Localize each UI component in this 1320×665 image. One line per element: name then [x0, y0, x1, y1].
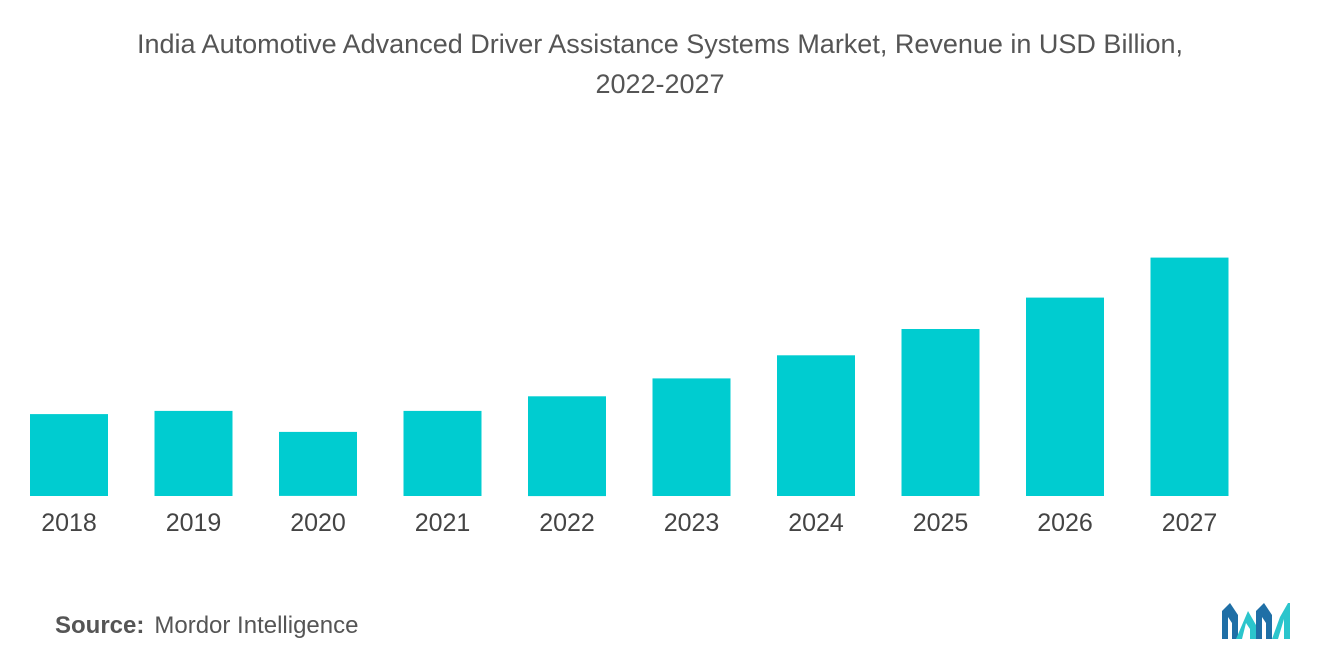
source-note: Source: Mordor Intelligence: [55, 612, 358, 640]
x-tick-label-2018: 2018: [41, 509, 97, 537]
bar-2019: [154, 410, 233, 496]
chart-title: India Automotive Advanced Driver Assista…: [0, 24, 1320, 104]
chart-title-line-1: India Automotive Advanced Driver Assista…: [137, 29, 1183, 59]
bar-2022: [528, 396, 606, 497]
x-tick-label-2024: 2024: [788, 509, 844, 537]
x-tick-label-2021: 2021: [415, 509, 471, 537]
bar-2025: [901, 329, 980, 496]
logo-shape-4: [1272, 603, 1290, 639]
bar-2023: [652, 378, 731, 496]
logo-shape-3: [1256, 603, 1272, 639]
x-tick-label-2020: 2020: [290, 509, 346, 537]
source-label: Source:: [55, 612, 145, 639]
x-tick-label-2022: 2022: [539, 509, 595, 537]
bar-2026: [1026, 297, 1104, 496]
bar-2024: [777, 355, 855, 496]
bar-2018: [30, 414, 108, 496]
chart-title-line-2: 2022-2027: [595, 69, 725, 99]
x-tick-label-2027: 2027: [1162, 509, 1218, 537]
bar-2027: [1150, 257, 1229, 496]
bar-2021: [403, 410, 482, 496]
x-tick-label-2019: 2019: [166, 509, 222, 537]
x-tick-label-2026: 2026: [1037, 509, 1093, 537]
x-tick-label-2025: 2025: [913, 509, 969, 537]
logo-shape-1: [1222, 603, 1238, 639]
logo-shape-2: [1236, 611, 1256, 639]
bars-layer: [30, 257, 1229, 497]
mordor-intelligence-logo-icon: [1222, 603, 1290, 639]
source-value: Mordor Intelligence: [154, 612, 359, 639]
x-tick-label-2023: 2023: [664, 509, 720, 537]
x-tick-labels: 2018 2019 2020 2021 2022 2023 2024 2025 2026 2027: [41, 509, 1217, 537]
bar-2020: [279, 431, 357, 496]
